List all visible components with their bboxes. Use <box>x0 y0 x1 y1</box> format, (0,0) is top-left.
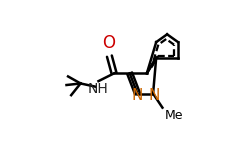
Text: O: O <box>102 34 115 52</box>
Text: Me: Me <box>165 109 183 122</box>
Text: NH: NH <box>87 82 108 96</box>
Text: N: N <box>131 88 142 103</box>
Text: N: N <box>148 88 160 103</box>
